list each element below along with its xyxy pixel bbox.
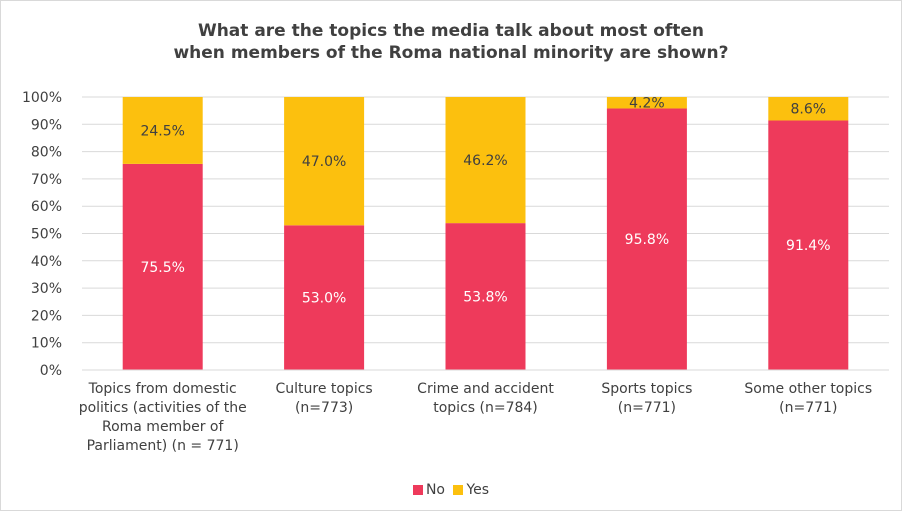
bar-yes <box>606 97 687 109</box>
x-tick-label-line: (n=773) <box>294 400 354 416</box>
x-tick-label: Crime and accident topics (n=784) <box>386 380 586 418</box>
chart-title-line-2: when members of the Roma national minori… <box>173 43 729 63</box>
data-label-yes: 24.5% <box>140 123 184 139</box>
x-tick-label-line: Some other topics <box>744 381 873 397</box>
y-tick-label: 20% <box>31 308 62 324</box>
x-tick-label-line: (n=771) <box>617 400 677 416</box>
bar-no <box>445 223 526 370</box>
x-tick-label-line: Topics from domestic <box>88 381 237 397</box>
bar-yes <box>122 97 203 164</box>
x-tick-label: Topics from domestic politics (activities… <box>63 380 263 456</box>
data-label-yes: 8.6% <box>791 102 827 118</box>
bar-yes <box>284 97 365 226</box>
y-tick-label: 50% <box>31 227 62 243</box>
data-label-no: 75.5% <box>140 260 184 276</box>
y-tick-label: 60% <box>31 199 62 215</box>
x-tick-label-line: Roma member of <box>101 419 224 435</box>
y-tick-label: 30% <box>31 281 62 297</box>
bar-yes <box>445 97 526 224</box>
y-tick-label: 70% <box>31 172 62 188</box>
chart-title-line-1: What are the topics the media talk about… <box>197 21 705 41</box>
legend-item-yes: Yes <box>453 482 489 498</box>
legend-swatch-no <box>412 485 423 495</box>
bar-yes <box>768 97 849 121</box>
y-tick-label: 10% <box>31 336 62 352</box>
legend-label-no: No <box>425 482 445 498</box>
y-tick-label: 100% <box>22 90 62 106</box>
data-label-yes: 46.2% <box>463 153 507 169</box>
x-tick-label-line: Crime and accident <box>417 381 554 397</box>
bar-no <box>284 225 365 370</box>
legend-label-yes: Yes <box>466 482 490 498</box>
x-tick-label-line: Sports topics <box>601 381 693 397</box>
data-label-no: 91.4% <box>786 238 830 254</box>
data-label-no: 53.0% <box>302 291 346 307</box>
data-label-no: 53.8% <box>463 290 507 306</box>
chart-title: What are the topics the media talk about… <box>0 20 902 64</box>
chart-legend: No Yes <box>0 482 902 499</box>
y-tick-label: 80% <box>31 145 62 161</box>
x-tick-label: Sports topics (n=771) <box>547 380 747 418</box>
legend-swatch-yes <box>453 485 464 495</box>
bar-no <box>606 108 687 370</box>
x-tick-label-line: topics (n=784) <box>433 400 538 416</box>
x-tick-label-line: Culture topics <box>275 381 373 397</box>
x-tick-label: Culture topics (n=773) <box>224 380 424 418</box>
bar-no <box>768 120 849 370</box>
y-tick-label: 90% <box>31 117 62 133</box>
x-tick-label: Some other topics (n=771) <box>708 380 902 418</box>
x-tick-label-line: Parliament) (n = 771) <box>86 438 239 454</box>
x-tick-label-line: politics (activities of the <box>78 400 247 416</box>
legend-item-no: No <box>412 482 445 498</box>
data-label-no: 95.8% <box>625 232 669 248</box>
bar-no <box>122 163 203 370</box>
x-tick-label-line: (n=771) <box>779 400 838 416</box>
y-tick-label: 0% <box>40 363 62 379</box>
data-label-yes: 47.0% <box>302 154 346 170</box>
data-label-yes: 4.2% <box>629 96 665 112</box>
y-tick-label: 40% <box>31 254 62 270</box>
